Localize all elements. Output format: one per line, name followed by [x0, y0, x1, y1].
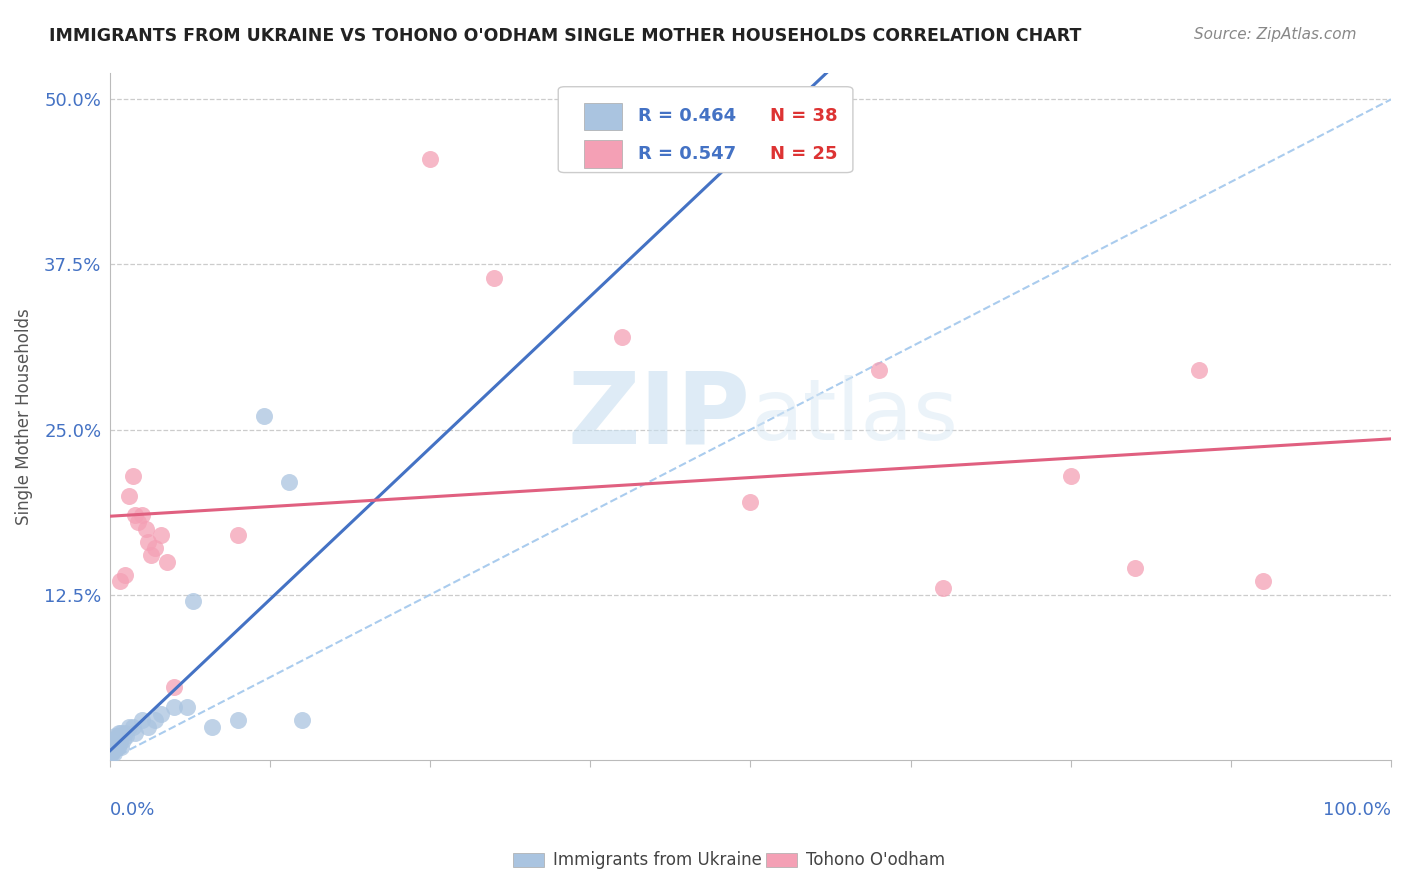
Text: atlas: atlas	[751, 375, 959, 458]
Text: R = 0.464: R = 0.464	[638, 107, 735, 125]
Point	[740, 495, 762, 509]
Point	[101, 746, 124, 760]
Point	[931, 581, 953, 595]
Text: R = 0.547: R = 0.547	[638, 145, 735, 163]
Point	[1060, 468, 1083, 483]
Point	[136, 720, 159, 734]
Point	[201, 720, 224, 734]
Text: N = 38: N = 38	[769, 107, 837, 125]
Point	[107, 737, 129, 751]
FancyBboxPatch shape	[583, 103, 623, 130]
Point	[101, 733, 124, 747]
Point	[419, 152, 441, 166]
FancyBboxPatch shape	[558, 87, 853, 172]
Point	[163, 680, 186, 694]
Point	[150, 528, 173, 542]
Point	[127, 515, 149, 529]
Text: Tohono O'odham: Tohono O'odham	[806, 851, 945, 869]
Point	[105, 733, 128, 747]
Point	[108, 574, 131, 589]
Point	[150, 706, 173, 721]
Point	[118, 720, 141, 734]
Point	[107, 726, 129, 740]
Point	[104, 729, 127, 743]
Point	[114, 567, 136, 582]
Point	[176, 700, 198, 714]
Point	[115, 729, 138, 743]
Point	[118, 489, 141, 503]
Text: 0.0%: 0.0%	[110, 801, 155, 819]
Point	[110, 726, 132, 740]
Point	[103, 746, 125, 760]
Point	[104, 737, 127, 751]
Point	[139, 548, 162, 562]
Point	[124, 508, 146, 523]
Point	[612, 330, 634, 344]
Point	[104, 742, 127, 756]
Text: Source: ZipAtlas.com: Source: ZipAtlas.com	[1194, 27, 1357, 42]
Point	[101, 739, 124, 754]
Point	[226, 713, 249, 727]
Point	[114, 726, 136, 740]
Point	[181, 594, 204, 608]
Text: IMMIGRANTS FROM UKRAINE VS TOHONO O'ODHAM SINGLE MOTHER HOUSEHOLDS CORRELATION C: IMMIGRANTS FROM UKRAINE VS TOHONO O'ODHA…	[49, 27, 1081, 45]
Y-axis label: Single Mother Households: Single Mother Households	[15, 308, 32, 524]
Point	[107, 739, 129, 754]
Point	[100, 746, 122, 760]
Point	[252, 409, 274, 424]
Point	[143, 541, 166, 556]
Point	[156, 555, 179, 569]
Point	[108, 733, 131, 747]
FancyBboxPatch shape	[583, 140, 623, 168]
Point	[131, 508, 153, 523]
Point	[122, 468, 145, 483]
Point	[278, 475, 301, 490]
Point	[105, 739, 128, 754]
Point	[100, 739, 122, 754]
Point	[1188, 363, 1211, 377]
Point	[124, 726, 146, 740]
Point	[110, 739, 132, 754]
Point	[135, 522, 157, 536]
Point	[1251, 574, 1274, 589]
Point	[122, 720, 145, 734]
Point	[131, 713, 153, 727]
Point	[291, 713, 314, 727]
Point	[482, 270, 505, 285]
Point	[163, 700, 186, 714]
Point	[111, 733, 134, 747]
Point	[143, 713, 166, 727]
Text: ZIP: ZIP	[568, 368, 751, 465]
Text: 100.0%: 100.0%	[1323, 801, 1391, 819]
Point	[136, 534, 159, 549]
Text: N = 25: N = 25	[769, 145, 837, 163]
Text: Immigrants from Ukraine: Immigrants from Ukraine	[553, 851, 762, 869]
Point	[226, 528, 249, 542]
Point	[107, 729, 129, 743]
Point	[103, 733, 125, 747]
Point	[1123, 561, 1146, 575]
Point	[868, 363, 890, 377]
Point	[103, 739, 125, 754]
